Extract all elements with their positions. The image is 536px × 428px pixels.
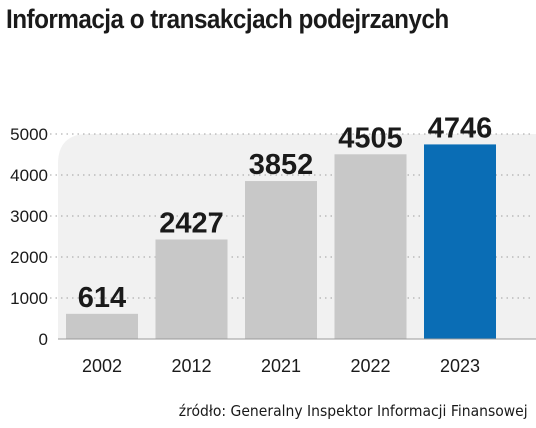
bars xyxy=(66,144,496,339)
y-tick-label: 3000 xyxy=(10,207,48,226)
source-note: źródło: Generalny Inspektor Informacji F… xyxy=(179,402,528,420)
data-labels: 614 2427 3852 4505 4746 xyxy=(78,112,492,313)
x-axis: 2002 2012 2021 2022 2023 xyxy=(82,356,480,376)
x-tick-label-2012: 2012 xyxy=(171,356,211,376)
y-tick-label: 1000 xyxy=(10,289,48,308)
x-tick-label-2023: 2023 xyxy=(440,356,480,376)
data-label-2021: 3852 xyxy=(249,149,314,181)
bar-2021 xyxy=(245,181,317,339)
data-label-2002: 614 xyxy=(78,282,126,314)
data-label-2023: 4746 xyxy=(428,112,493,144)
y-tick-label: 0 xyxy=(39,330,48,349)
data-label-2022: 4505 xyxy=(338,122,403,154)
x-tick-label-2021: 2021 xyxy=(261,356,301,376)
y-tick-label: 4000 xyxy=(10,166,48,185)
chart-title: Informacja o transakcjach podejrzanych xyxy=(6,4,449,34)
bar-2023 xyxy=(424,144,496,339)
bar-2012 xyxy=(155,239,228,339)
x-tick-label-2022: 2022 xyxy=(350,356,390,376)
y-tick-label: 5000 xyxy=(10,125,48,144)
bar-2022 xyxy=(334,154,407,339)
y-axis: 0 1000 2000 3000 4000 5000 xyxy=(10,125,48,349)
data-label-2012: 2427 xyxy=(159,207,224,239)
bar-2002 xyxy=(66,313,138,339)
y-tick-label: 2000 xyxy=(10,248,48,267)
x-tick-label-2002: 2002 xyxy=(82,356,122,376)
